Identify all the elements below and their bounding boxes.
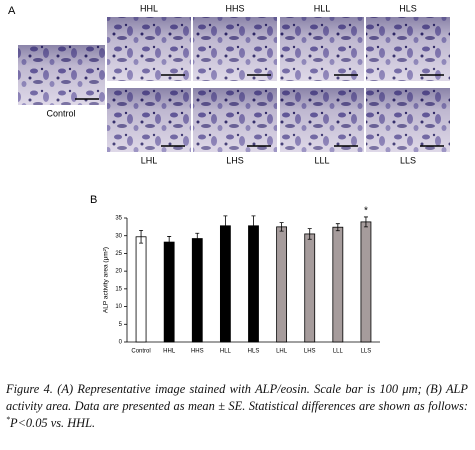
x-tick-label: LHL (276, 349, 288, 355)
caption-tail: P<0.05 vs. HHL. (10, 416, 96, 430)
y-tick-label: 10 (115, 304, 122, 310)
y-axis-label: ALP activity area (μm²) (103, 247, 110, 313)
micrograph-shade (366, 88, 450, 152)
y-tick-label: 20 (115, 269, 122, 275)
panel-label: A (8, 5, 16, 17)
caption-text: (A) Representative image stained with AL… (6, 382, 469, 413)
bar (332, 226, 344, 343)
bar (135, 236, 147, 343)
significance-mark: * (364, 206, 368, 217)
x-tick-label: LHS (304, 349, 316, 355)
image-label: LHS (226, 155, 244, 165)
y-tick-label: 35 (115, 216, 122, 222)
bar (219, 225, 231, 343)
x-tick-label: HHL (163, 349, 176, 355)
y-tick-label: 0 (119, 340, 123, 346)
y-tick-label: 25 (115, 251, 122, 257)
error-bar (307, 228, 312, 240)
x-tick-label: HHS (191, 349, 204, 355)
x-tick-label: HLL (220, 349, 232, 355)
x-tick-label: LLS (361, 349, 372, 355)
caption: Figure 4. (A) Representative image stain… (6, 381, 468, 432)
bar (248, 225, 259, 343)
figure-panels: A Control B HHL HHS HLL HLS LHL LHS LLL LLS 0 5 10… (8, 3, 450, 355)
error-bar (279, 222, 284, 232)
error-bar (251, 215, 256, 237)
image-label: HHS (225, 3, 244, 13)
error-bar (195, 232, 200, 245)
bar (163, 241, 175, 343)
error-bar (139, 230, 144, 244)
image-label: Control (46, 108, 75, 118)
error-bar (223, 215, 228, 237)
x-tick-label: HLS (248, 349, 260, 355)
caption-label: Figure 4. (6, 382, 53, 396)
y-tick-label: 30 (115, 233, 122, 239)
error-bar (363, 216, 368, 228)
image-label: LHL (141, 155, 158, 165)
x-tick-label: LLL (333, 349, 344, 355)
bar (276, 226, 288, 343)
bar (191, 238, 203, 343)
image-label: LLL (314, 155, 329, 165)
micrograph-shade (107, 88, 191, 152)
image-label: LLS (400, 155, 416, 165)
micrograph-shade (193, 88, 277, 152)
micrograph-shade (280, 17, 364, 81)
bar (360, 221, 372, 343)
panel-label: B (90, 194, 97, 206)
x-tick-label: Control (131, 349, 150, 355)
micrograph-shade (193, 17, 277, 81)
micrograph-shade (107, 17, 191, 81)
caption-superscript: * (6, 414, 10, 424)
image-label: HHL (140, 3, 158, 13)
image-label: HLL (314, 3, 331, 13)
micrograph-shade (366, 17, 450, 81)
image-label: HLS (399, 3, 417, 13)
y-tick-label: 15 (115, 286, 122, 292)
error-bar (335, 223, 340, 232)
error-bar (167, 236, 172, 249)
y-tick-label: 5 (119, 322, 123, 328)
micrograph-shade (18, 45, 105, 105)
micrograph-shade (280, 88, 364, 152)
bar (304, 233, 316, 343)
